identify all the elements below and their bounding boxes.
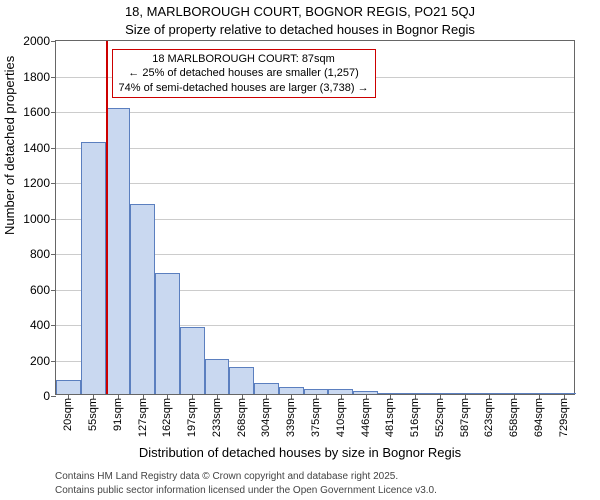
chart-title-line1: 18, MARLBOROUGH COURT, BOGNOR REGIS, PO2… [0, 4, 600, 19]
histogram-bar [106, 108, 131, 394]
ytick-mark [51, 219, 56, 220]
histogram-bar [254, 383, 279, 394]
xtick-label: 552sqm [434, 398, 446, 437]
plot-area: 020040060080010001200140016001800200020s… [55, 40, 575, 395]
xtick-label: 375sqm [310, 398, 322, 437]
ytick-mark [51, 77, 56, 78]
chart-title-line2: Size of property relative to detached ho… [0, 22, 600, 37]
ytick-label: 600 [30, 283, 50, 297]
xtick-label: 516sqm [409, 398, 421, 437]
xtick-label: 197sqm [186, 398, 198, 437]
ytick-mark [51, 254, 56, 255]
histogram-bar [155, 273, 180, 394]
ytick-label: 1600 [23, 105, 50, 119]
histogram-bar [205, 359, 230, 395]
ytick-label: 1000 [23, 212, 50, 226]
y-axis-label: Number of detached properties [2, 56, 17, 235]
xtick-label: 162sqm [161, 398, 173, 437]
ytick-label: 2000 [23, 34, 50, 48]
ytick-label: 400 [30, 318, 50, 332]
xtick-label: 410sqm [335, 398, 347, 437]
xtick-label: 127sqm [137, 398, 149, 437]
ytick-mark [51, 148, 56, 149]
footer-line2: Contains public sector information licen… [55, 485, 437, 496]
gridline [56, 148, 574, 149]
ytick-mark [51, 183, 56, 184]
histogram-bar [81, 142, 106, 394]
xtick-label: 623sqm [483, 398, 495, 437]
ytick-label: 200 [30, 354, 50, 368]
ytick-label: 1400 [23, 141, 50, 155]
ytick-label: 1200 [23, 176, 50, 190]
annotation-box: 18 MARLBOROUGH COURT: 87sqm← 25% of deta… [112, 49, 376, 98]
histogram-bar [180, 327, 205, 394]
xtick-label: 729sqm [558, 398, 570, 437]
xtick-label: 304sqm [260, 398, 272, 437]
xtick-label: 91sqm [112, 398, 124, 431]
xtick-label: 20sqm [62, 398, 74, 431]
property-marker-line [106, 41, 108, 394]
chart-container: 18, MARLBOROUGH COURT, BOGNOR REGIS, PO2… [0, 0, 600, 500]
gridline [56, 183, 574, 184]
gridline [56, 112, 574, 113]
ytick-mark [51, 41, 56, 42]
xtick-label: 233sqm [211, 398, 223, 437]
x-axis-label: Distribution of detached houses by size … [0, 445, 600, 460]
xtick-label: 481sqm [384, 398, 396, 437]
footer-line1: Contains HM Land Registry data © Crown c… [55, 471, 398, 482]
xtick-label: 587sqm [459, 398, 471, 437]
xtick-label: 268sqm [236, 398, 248, 437]
histogram-bar [279, 387, 304, 394]
ytick-label: 1800 [23, 70, 50, 84]
ytick-mark [51, 112, 56, 113]
xtick-label: 339sqm [285, 398, 297, 437]
histogram-bar [56, 380, 81, 394]
ytick-label: 0 [43, 389, 50, 403]
ytick-mark [51, 325, 56, 326]
ytick-mark [51, 290, 56, 291]
ytick-label: 800 [30, 247, 50, 261]
annotation-line: ← 25% of detached houses are smaller (1,… [119, 66, 369, 80]
xtick-label: 694sqm [533, 398, 545, 437]
xtick-label: 658sqm [508, 398, 520, 437]
histogram-bar [229, 367, 254, 394]
ytick-mark [51, 396, 56, 397]
histogram-bar [130, 204, 155, 394]
ytick-mark [51, 361, 56, 362]
xtick-label: 446sqm [360, 398, 372, 437]
annotation-line: 74% of semi-detached houses are larger (… [119, 81, 369, 95]
annotation-line: 18 MARLBOROUGH COURT: 87sqm [119, 52, 369, 66]
xtick-label: 55sqm [87, 398, 99, 431]
